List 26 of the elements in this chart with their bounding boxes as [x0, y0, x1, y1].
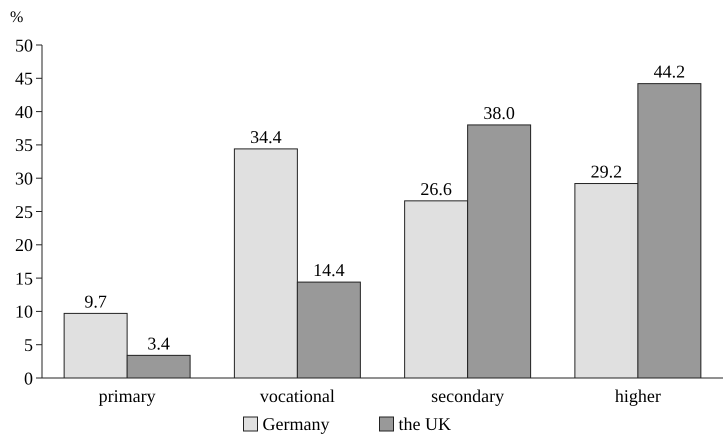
x-tick-label: vocational [260, 386, 335, 406]
y-tick-label: 40 [15, 102, 33, 122]
y-tick-label: 25 [15, 202, 33, 222]
y-tick-label: 20 [15, 235, 33, 256]
x-tick-label: primary [98, 386, 156, 406]
y-tick-label: 15 [15, 268, 33, 288]
text: 29.2 [590, 162, 622, 182]
text: 34.4 [250, 126, 282, 147]
x-tick-label: higher [614, 386, 661, 406]
y-tick-label: 0 [24, 368, 33, 388]
text: 38.0 [483, 102, 515, 123]
legend-label: Germany [262, 414, 330, 434]
y-tick-label: 35 [15, 135, 33, 156]
text: 9.7 [84, 291, 107, 312]
y-axis-title: % [10, 9, 24, 26]
text: 3.4 [147, 333, 170, 354]
y-tick-label: 5 [24, 335, 33, 355]
text: 44.2 [654, 62, 686, 82]
text: 14.4 [313, 260, 345, 280]
y-tick-label: 10 [15, 302, 33, 322]
y-tick-label: 50 [15, 35, 33, 56]
x-tick-label: secondary [431, 386, 504, 406]
legend-label: the UK [398, 414, 451, 434]
y-tick-label: 45 [15, 68, 33, 89]
text: 26.6 [420, 178, 452, 199]
y-tick-label: 30 [15, 168, 33, 188]
